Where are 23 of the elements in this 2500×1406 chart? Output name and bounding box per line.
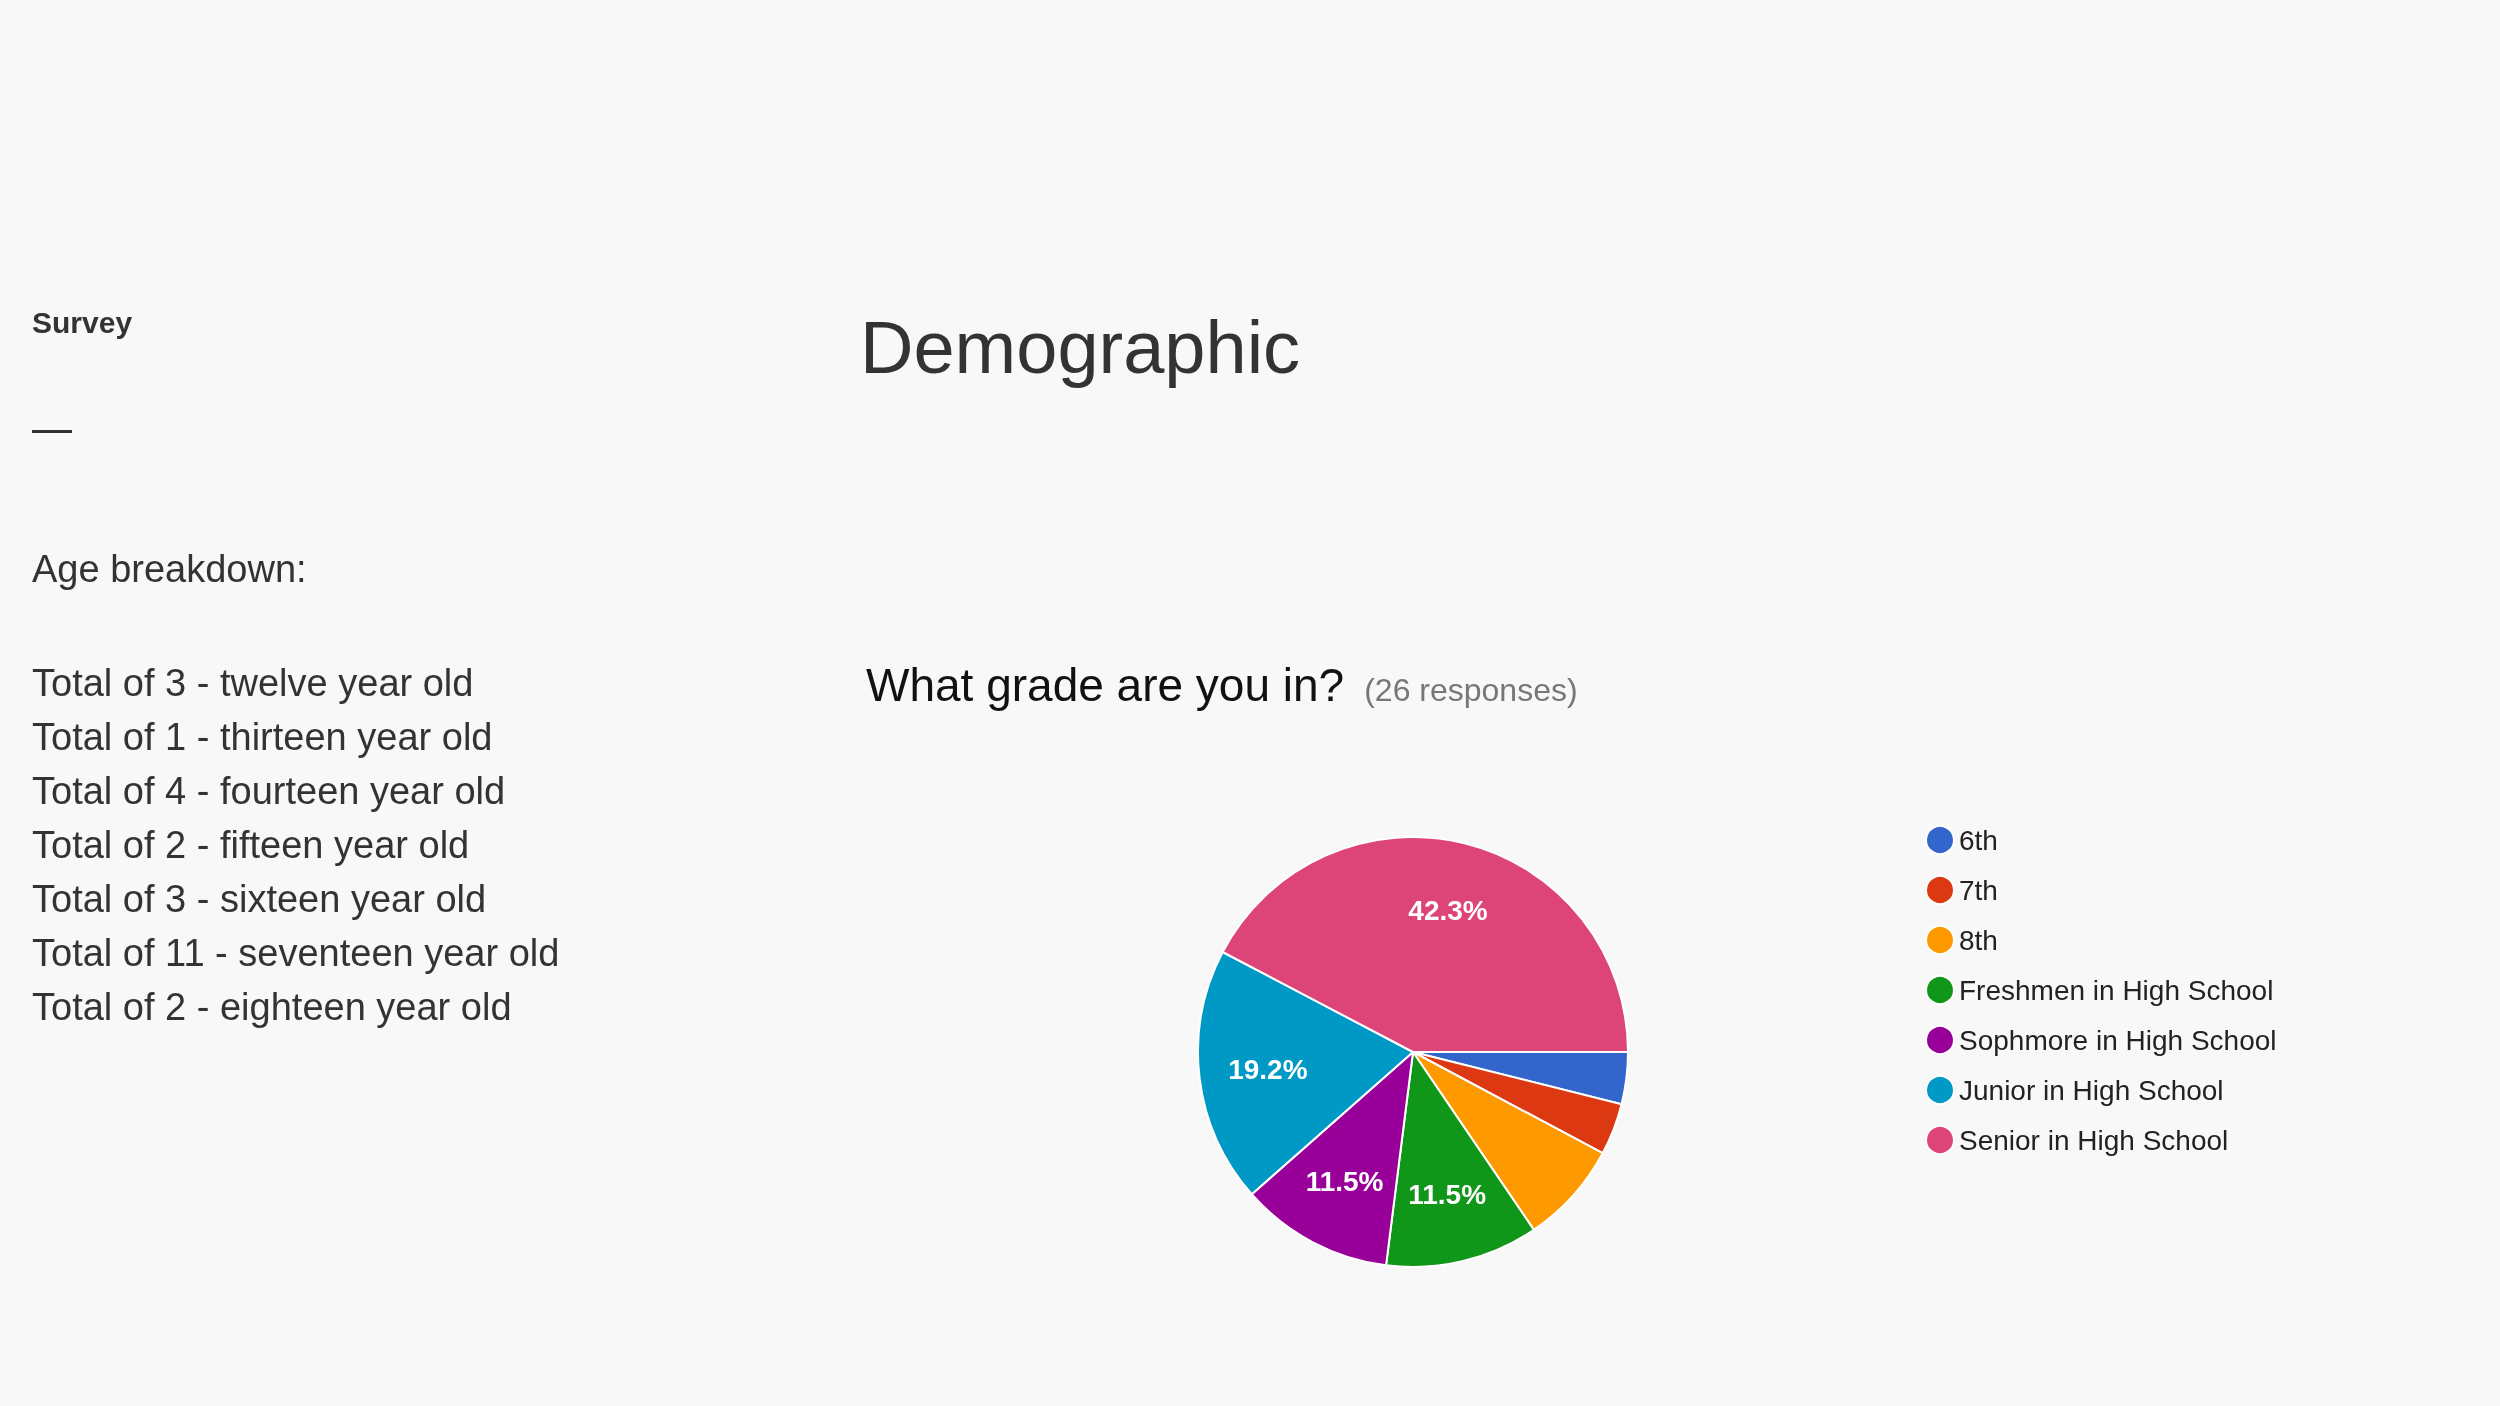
chart-title: Demographic <box>860 306 1301 389</box>
text: Total of 3 - sixteen year old <box>32 878 487 920</box>
legend-label: Sophmore in High School <box>1959 1024 2277 1056</box>
text: Total of 4 - fourteen year old <box>32 770 506 812</box>
legend-label: 8th <box>1959 924 1998 956</box>
legend-label: Senior in High School <box>1959 1124 2229 1156</box>
chart-subtitle: What grade are you in? <box>866 659 1345 711</box>
text: Total of 1 - thirteen year old <box>32 716 493 758</box>
text: Age breakdown: <box>32 548 307 590</box>
legend-label: Junior in High School <box>1959 1074 2224 1106</box>
legend-label: 6th <box>1959 824 1998 856</box>
text: (26 responses) <box>1364 672 1578 708</box>
legend-label: 7th <box>1959 874 1998 906</box>
text: Total of 2 - eighteen year old <box>32 986 512 1028</box>
data-label: 11.5% <box>1305 1165 1384 1197</box>
text: Total of 3 - twelve year old <box>32 662 474 704</box>
text: Survey <box>32 306 133 339</box>
text: Total of 11 - seventeen year old <box>32 932 560 974</box>
data-label: 19.2% <box>1228 1053 1308 1085</box>
text: Total of 2 - fifteen year old <box>32 824 470 866</box>
data-label: 42.3% <box>1408 894 1488 926</box>
legend-label: Freshmen in High School <box>1959 974 2274 1006</box>
data-label: 11.5% <box>1408 1178 1487 1210</box>
